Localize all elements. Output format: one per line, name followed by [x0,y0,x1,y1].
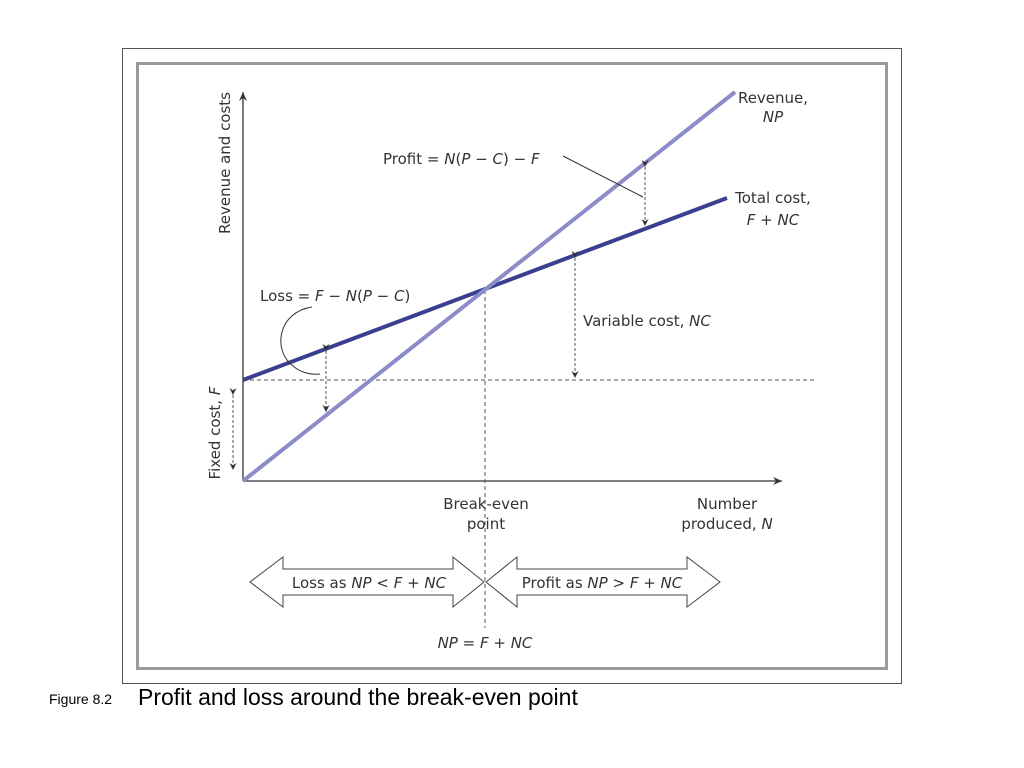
loss-leader-curve [280,306,321,375]
variable-cost-label: Variable cost, NC [583,312,711,330]
break-even-label: Break-even [443,495,529,513]
x-axis-label: Number [697,495,758,513]
revenue-label-var: NP [763,108,784,126]
figure-title: Profit and loss around the break-even po… [138,684,578,710]
break-even-label-2: point [467,515,505,533]
loss-region-arrow [249,555,485,609]
profit-region-label: Profit as NP > F + NC [522,574,683,592]
profit-region-arrow [485,555,721,609]
profit-formula: Profit = N(P − C) − F [383,150,540,168]
x-axis-label-2: produced, N [681,515,772,533]
profit-leader-line [562,155,644,198]
revenue-line [241,90,737,483]
break-even-equation: NP = F + NC [438,634,533,652]
figure-number: Figure 8.2 [49,691,113,707]
loss-formula: Loss = F − N(P − C) [260,287,410,305]
fixed-cost-label: Fixed cost, F [206,386,224,479]
y-axis-label: Revenue and costs [216,92,234,234]
total-cost-label: Total cost, [734,189,811,207]
revenue-label: Revenue, [738,89,808,107]
loss-region-label: Loss as NP < F + NC [292,574,447,592]
total-cost-label-var: F + NC [747,211,800,229]
